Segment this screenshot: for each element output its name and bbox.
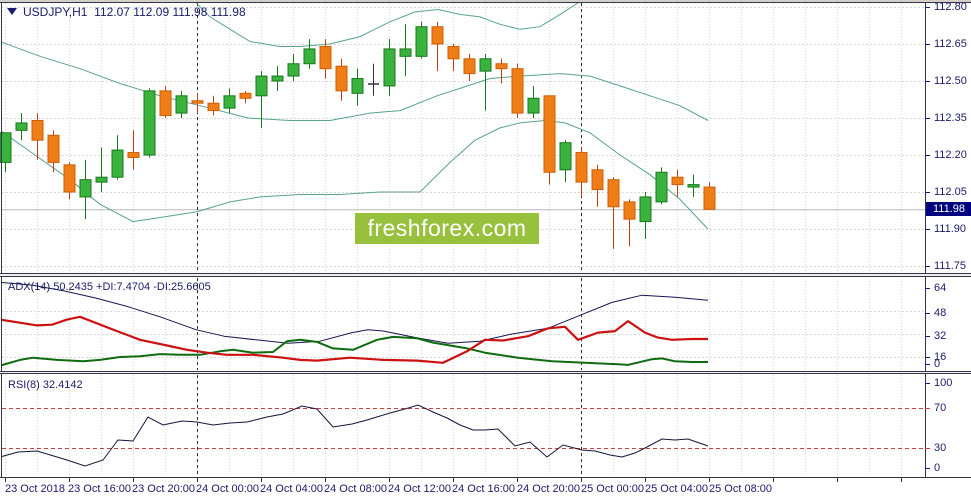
candle-body xyxy=(575,152,588,183)
current-price-badge: 111.98 xyxy=(926,202,971,216)
candle-body xyxy=(479,58,492,72)
candle-body xyxy=(15,122,28,131)
candle-body xyxy=(319,45,332,70)
candle-body xyxy=(655,171,668,203)
candle-body xyxy=(79,179,92,198)
price-axis-label: 112.50 xyxy=(934,75,967,87)
panel-separator xyxy=(0,371,971,374)
price-axis-label: 112.65 xyxy=(934,38,967,50)
rsi-axis-label: 30 xyxy=(934,442,947,454)
candle-body xyxy=(63,164,76,193)
candle-body xyxy=(0,132,12,163)
panel-separator xyxy=(0,273,971,277)
candle-body xyxy=(607,179,620,208)
time-axis-label: 25 Oct 00:00 xyxy=(581,483,644,495)
adx-axis-label: 48 xyxy=(934,307,947,319)
bollinger-lower-line xyxy=(2,119,709,230)
candle-body xyxy=(671,176,684,186)
candle-body xyxy=(303,48,316,65)
candle-body xyxy=(95,176,108,183)
time-axis-label: 24 Oct 20:00 xyxy=(517,483,580,495)
candle-body xyxy=(463,58,476,75)
time-axis-label: 23 Oct 2018 xyxy=(5,483,65,495)
candle-body xyxy=(271,75,284,82)
candle-body xyxy=(703,186,716,210)
price-axis-label: 112.20 xyxy=(934,149,967,161)
rsi-axis-label: 100 xyxy=(934,377,953,389)
bollinger-middle-line xyxy=(2,41,709,121)
symbol-period-label: USDJPY,H1 xyxy=(23,5,88,19)
plus-di-line xyxy=(2,335,708,367)
chart-title: USDJPY,H1 112.07 112.09 111.98 111.98 xyxy=(7,5,246,19)
rsi-axis-label: 0 xyxy=(934,462,941,474)
candle-body xyxy=(143,90,156,156)
candle-body xyxy=(687,184,700,188)
candle-body xyxy=(127,152,140,158)
candle-body xyxy=(287,63,300,77)
minus-di-line xyxy=(2,315,708,364)
candle-body xyxy=(47,134,60,163)
price-axis-label: 112.05 xyxy=(934,186,967,198)
time-axis-label: 25 Oct 08:00 xyxy=(709,483,772,495)
time-axis-label: 24 Oct 16:00 xyxy=(452,483,515,495)
window-edge-strip xyxy=(0,0,971,2)
candle-body xyxy=(495,63,508,70)
candle-body xyxy=(431,26,444,45)
time-axis-label: 24 Oct 00:00 xyxy=(196,483,259,495)
candle-body xyxy=(415,26,428,57)
candle-body xyxy=(511,68,524,114)
candle-body xyxy=(255,75,268,97)
candle-body xyxy=(559,142,572,171)
adx-indicator-label: ADX(14) 50.2435 +DI:7.4704 -DI:25.6605 xyxy=(8,281,211,293)
candle-body xyxy=(543,95,556,173)
adx-axis-label: 64 xyxy=(934,282,947,294)
candle-body xyxy=(399,48,412,57)
candle-body xyxy=(383,48,396,87)
adx-axis-label: 16 xyxy=(934,351,947,363)
candle-body xyxy=(639,196,652,223)
price-axis-label: 111.90 xyxy=(934,223,967,235)
time-axis-label: 24 Oct 04:00 xyxy=(260,483,323,495)
adx-axis-label: 0 xyxy=(934,358,941,370)
adx-axis-label: 32 xyxy=(934,330,947,342)
candle-body xyxy=(159,90,172,117)
candle-body xyxy=(527,97,540,114)
price-axis-label: 112.35 xyxy=(934,112,967,124)
candle-body xyxy=(223,95,236,109)
candle-body xyxy=(447,45,460,60)
candle-body xyxy=(623,201,636,220)
candle-body xyxy=(335,65,348,92)
candle-body xyxy=(351,78,364,94)
rsi-indicator-label: RSI(8) 32.4142 xyxy=(8,379,83,391)
time-axis-label: 23 Oct 16:00 xyxy=(68,483,131,495)
candle-body xyxy=(239,92,252,99)
bollinger-upper-line xyxy=(195,3,579,47)
symbol-dropdown-icon[interactable] xyxy=(7,8,17,15)
time-axis-label: 24 Oct 08:00 xyxy=(324,483,387,495)
candle-body xyxy=(591,169,604,191)
rsi-axis-label: 70 xyxy=(934,402,947,414)
rsi-line xyxy=(2,404,709,467)
quote-ohlc-label: 112.07 112.09 111.98 111.98 xyxy=(94,5,246,19)
candle-body xyxy=(111,149,124,178)
candle-body xyxy=(207,102,220,112)
candle-body xyxy=(31,119,44,141)
time-axis-label: 24 Oct 12:00 xyxy=(388,483,451,495)
candle-body xyxy=(191,100,204,104)
time-axis-label: 25 Oct 04:00 xyxy=(645,483,708,495)
broker-watermark: freshforex.com xyxy=(355,213,539,244)
price-axis-label: 111.75 xyxy=(934,260,967,272)
price-axis-label: 112.80 xyxy=(934,1,967,13)
candle-body xyxy=(175,95,188,114)
time-axis-label: 23 Oct 20:00 xyxy=(132,483,195,495)
adx-line xyxy=(2,281,709,344)
